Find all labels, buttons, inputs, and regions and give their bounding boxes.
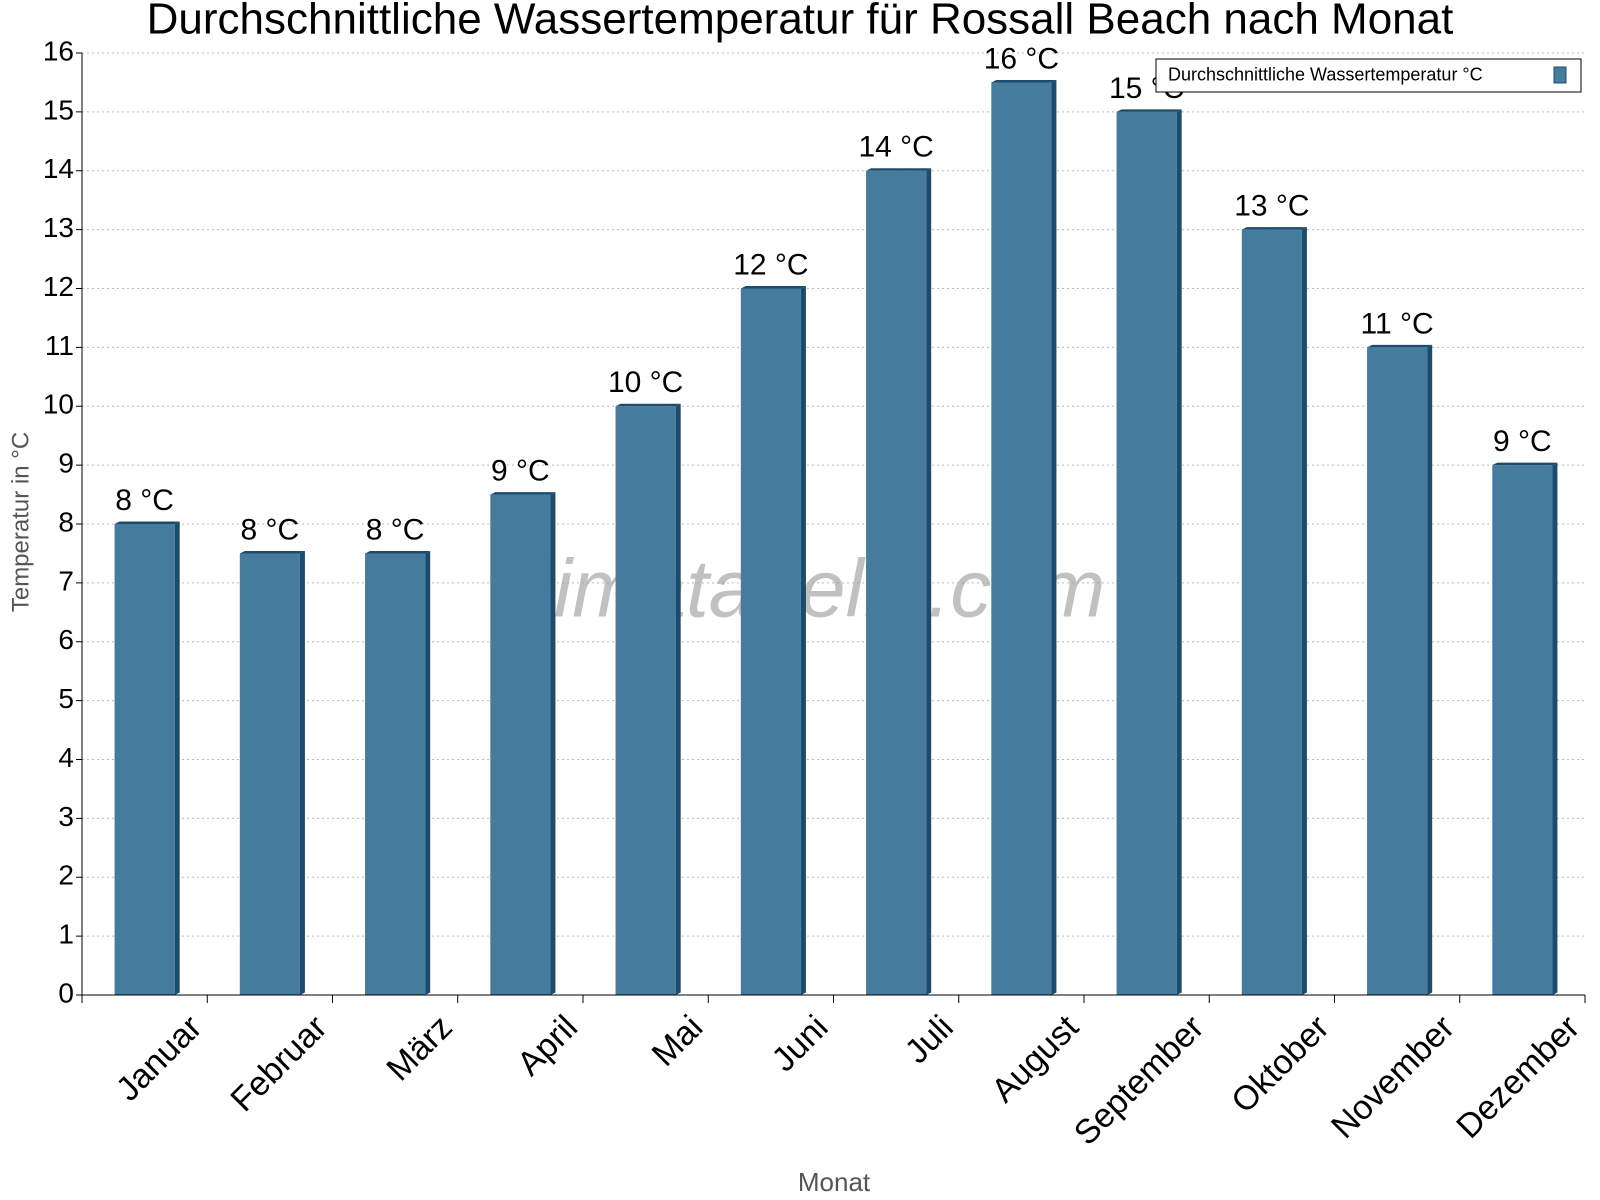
bar [490,494,551,995]
x-tick-label: Juni [765,1008,836,1079]
data-label: 16 °C [984,42,1059,75]
y-tick-label: 9 [58,448,74,479]
x-tick-label: Januar [109,1008,209,1108]
legend: Durchschnittliche Wassertemperatur °C [1155,58,1582,93]
x-tick-label: September [1067,1008,1211,1152]
bar-side [174,521,180,995]
bar-side [1176,109,1182,995]
legend-swatch [1553,66,1567,84]
bar-group: 8 °C [365,513,431,995]
data-label: 10 °C [608,366,683,399]
y-tick-label: 6 [58,624,74,655]
bar-side [800,286,806,995]
bar-group: 14 °C [858,131,934,995]
y-tick-label: 15 [43,94,74,125]
y-tick-label: 8 [58,506,74,537]
y-tick-label: 0 [58,977,74,1008]
y-tick-label: 12 [43,271,74,302]
bar-group: 16 °C [984,42,1059,995]
bar-side [675,403,681,995]
y-tick-label: 4 [58,742,74,773]
bar-side [1427,344,1433,995]
bar-group: 10 °C [608,366,683,995]
chart-title: Durchschnittliche Wassertemperatur für R… [147,0,1454,44]
bar-group: 8 °C [114,484,180,995]
y-tick-label: 5 [58,683,74,714]
bar [1116,111,1177,995]
bar [1367,347,1428,995]
bar [1241,229,1302,995]
bar-side [1552,462,1558,995]
y-tick-label: 7 [58,565,74,596]
bar-group: 13 °C [1234,190,1310,995]
bar-group: 9 °C [1492,425,1558,995]
bar-top [991,79,1057,83]
bar-top [740,286,806,289]
bar-group: 9 °C [490,454,556,995]
data-label: 8 °C [115,484,174,517]
legend-label: Durchschnittliche Wassertemperatur °C [1168,64,1483,84]
bar-group: 12 °C [733,248,809,995]
y-tick-label: 10 [43,389,74,420]
data-label: 8 °C [241,513,300,546]
data-label: 14 °C [858,131,933,164]
data-label: 9 °C [491,454,550,487]
legend-box [1155,58,1582,93]
bar-group: 11 °C [1361,307,1434,995]
y-tick-label: 13 [43,212,74,243]
data-label: 13 °C [1234,190,1309,223]
bar [615,406,676,995]
bar [365,553,426,995]
data-label: 11 °C [1361,307,1434,340]
y-tick-label: 2 [58,860,74,891]
bar-top [1492,462,1558,466]
bar-top [114,521,180,524]
y-tick-label: 14 [43,153,74,184]
bar-side [550,492,556,995]
y-tick-label: 16 [43,35,74,66]
x-tick-label: April [510,1008,585,1083]
data-label: 9 °C [1493,425,1552,458]
bar-top [1367,344,1433,348]
bar-side [299,550,305,995]
bar-group: 8 °C [239,513,305,995]
bar [114,524,175,995]
bar [991,82,1052,995]
y-tick-label: 3 [58,801,74,832]
bar-side [1051,79,1057,995]
bar-top [490,492,556,495]
x-tick-label: Februar [223,1008,334,1119]
bar-top [239,550,305,554]
bar-side [1301,227,1307,995]
y-tick-label: 11 [45,330,74,361]
x-tick-label: Juli [898,1008,961,1071]
bar-side [926,168,932,995]
bar [740,288,801,995]
bar-top [365,550,431,554]
bar [866,170,927,995]
bar [239,553,300,995]
x-tick-label: November [1324,1008,1462,1146]
bar-top [615,403,681,407]
bar-top [866,168,932,171]
x-tick-label: März [379,1008,459,1088]
bar-group: 15 °C [1109,72,1184,995]
y-axis-label: Temperatur in °C [7,432,34,612]
bar-top [1241,227,1307,230]
x-tick-label: Mai [645,1008,711,1074]
bar-side [425,550,431,995]
x-tick-label: Oktober [1224,1008,1336,1120]
data-label: 8 °C [366,513,425,546]
x-tick-label: August [984,1008,1086,1110]
y-tick-label: 1 [58,919,74,950]
x-tick-label: Dezember [1449,1008,1587,1146]
bar-top [1116,109,1182,112]
bar [1492,465,1553,995]
data-label: 12 °C [733,248,808,281]
x-axis-label: Monat [798,1167,871,1197]
